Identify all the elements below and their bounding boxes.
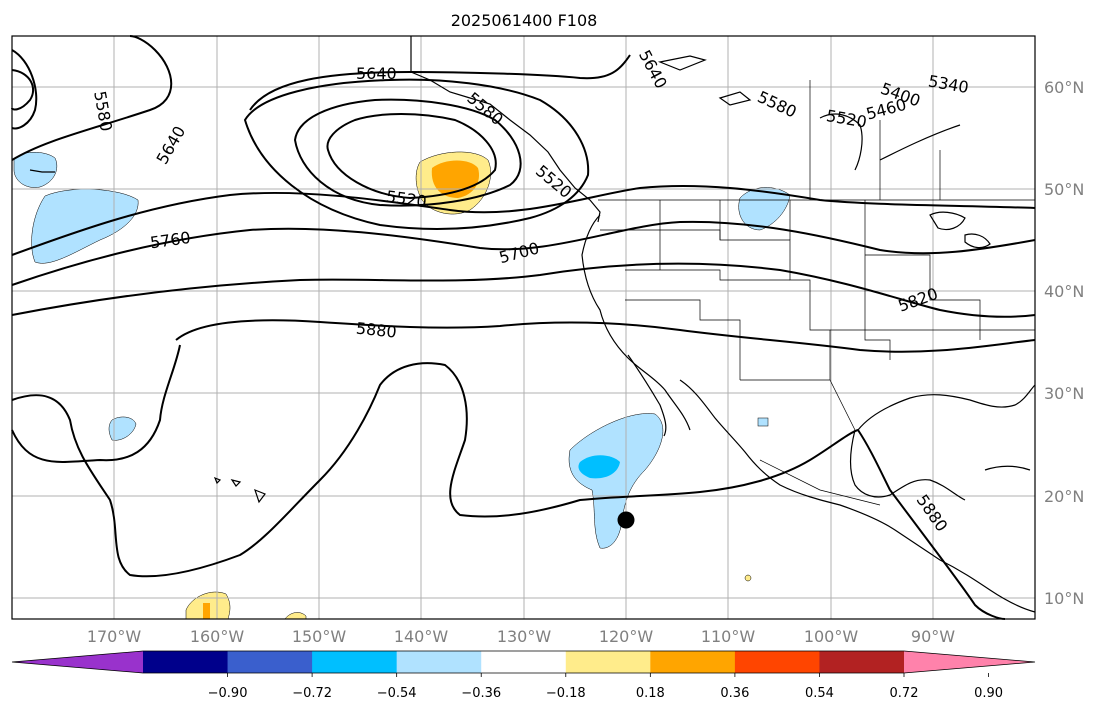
lon-tick-label: 160°W	[190, 627, 245, 646]
colorbar-tick-label: 0.18	[636, 686, 665, 701]
colorbar-tick-label: −0.90	[208, 686, 248, 701]
political-borders	[410, 36, 1035, 506]
map-area: 5580 5640 5640 5640 5520 5580 5520 5460 …	[11, 35, 1036, 620]
anomaly-shading	[13, 151, 791, 620]
colorbar-segment	[481, 651, 567, 673]
colorbar-tick-label: 0.54	[805, 686, 834, 701]
lon-tick-label: 140°W	[394, 627, 449, 646]
lon-tick-label: 130°W	[497, 627, 552, 646]
lon-tick-label: 100°W	[804, 627, 859, 646]
colorbar-segment	[396, 651, 482, 673]
colorbar-segment	[312, 651, 398, 673]
graticule	[12, 36, 1035, 619]
colorbar-segment	[565, 651, 651, 673]
colorbar-segment	[819, 651, 905, 673]
colorbar-tick-label: −0.72	[292, 686, 332, 701]
lon-tick-labels: 170°W 160°W 150°W 140°W 130°W 120°W 110°…	[87, 627, 955, 646]
lat-tick-labels: 60°N 50°N 40°N 30°N 20°N 10°N	[1044, 78, 1084, 608]
lat-tick-label: 40°N	[1044, 282, 1084, 301]
lat-tick-label: 30°N	[1044, 384, 1084, 403]
location-marker	[617, 511, 635, 529]
colorbar-segment	[227, 651, 313, 673]
lon-tick-label: 120°W	[599, 627, 654, 646]
colorbar-extend-low	[12, 651, 143, 673]
contour-label: 5640	[356, 64, 397, 83]
lon-tick-label: 110°W	[701, 627, 756, 646]
lat-tick-label: 10°N	[1044, 589, 1084, 608]
colorbar-tick-label: −0.54	[377, 686, 417, 701]
lat-tick-label: 60°N	[1044, 78, 1084, 97]
colorbar-segment	[143, 651, 229, 673]
colorbar-tick-label: −0.18	[546, 686, 586, 701]
height-contours	[11, 35, 1036, 620]
lon-tick-label: 90°W	[911, 627, 955, 646]
colorbar-segment	[650, 651, 736, 673]
colorbar-tick-label: 0.90	[974, 686, 1003, 701]
lon-tick-label: 150°W	[292, 627, 347, 646]
map-title: 2025061400 F108	[451, 11, 598, 30]
lon-tick-label: 170°W	[87, 627, 142, 646]
colorbar-segment	[734, 651, 820, 673]
colorbar: −0.90 −0.72 −0.54 −0.36 −0.18 0.18 0.36 0.54 0.7…	[11, 650, 1036, 701]
lat-tick-label: 50°N	[1044, 180, 1084, 199]
colorbar-tick-label: 0.36	[720, 686, 749, 701]
contour-label: 5880	[355, 319, 397, 342]
colorbar-tick-label: −0.36	[461, 686, 501, 701]
colorbar-extend-high	[904, 651, 1035, 673]
lat-tick-label: 20°N	[1044, 487, 1084, 506]
colorbar-tick-label: 0.72	[890, 686, 919, 701]
